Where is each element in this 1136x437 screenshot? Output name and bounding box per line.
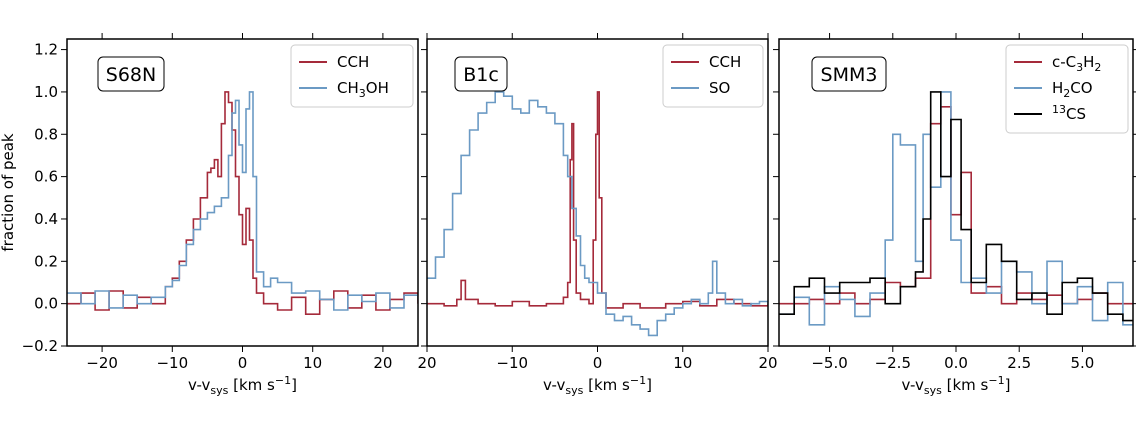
x-tick: 20 [373, 33, 392, 372]
y-tick-label: 0.4 [34, 210, 58, 228]
panel-label: B1c [463, 64, 499, 86]
x-axis-label: v-vsys [km s−1] [543, 374, 652, 397]
legend-label: c-C3H2 [1052, 53, 1101, 74]
legend-label: SO [709, 79, 730, 97]
x-tick-label: 10 [673, 354, 692, 372]
x-tick: −20 [86, 33, 118, 372]
legend-frame [662, 44, 764, 108]
y-tick: 0.4 [34, 210, 67, 228]
y-tick: 1.0 [34, 83, 67, 101]
legend-label: H2CO [1052, 79, 1093, 100]
x-tick-label: 0.0 [944, 354, 968, 372]
legend: CCH SO [662, 44, 764, 108]
y-axis-label: fraction of peak [0, 133, 17, 252]
legend-frame [1005, 44, 1129, 134]
y-tick: 1.2 [34, 41, 67, 59]
y-tick: 0.0 [34, 295, 67, 313]
series-line-cch [67, 91, 418, 315]
y-tick-label: 0.8 [34, 125, 58, 143]
x-tick: 0 [593, 33, 603, 372]
y-tick: −0.2 [22, 337, 67, 355]
x-tick-label: 0 [238, 354, 248, 372]
series-line-13cs [779, 91, 1133, 322]
panel-label: S68N [106, 64, 156, 86]
x-tick: −5.0 [811, 33, 848, 372]
series-line-h2co [779, 91, 1133, 326]
x-tick: 20 [758, 33, 778, 372]
x-tick: −2.5 [875, 33, 911, 372]
y-tick-label: 0.2 [34, 252, 58, 270]
panel-label-box [811, 56, 887, 92]
legend: CCH CH3OH [290, 44, 414, 108]
x-tick-label: −2.5 [875, 354, 911, 372]
x-tick: 0.0 [944, 33, 968, 372]
y-tick-label: 1.0 [34, 83, 58, 101]
series-line-so [427, 91, 768, 337]
panel-smm3: −5.0 −2.5 0.0 2.5 5.0 v-vsys [km s−1] SMM3 c-C3… [773, 33, 1136, 397]
x-tick-label: −10 [496, 354, 528, 372]
series-line-c-c3h2 [779, 106, 1133, 305]
legend-label: CCH [337, 53, 369, 71]
panel-label-box [97, 56, 165, 92]
x-tick-label: 20 [758, 354, 777, 372]
legend-label: 13CS [1052, 103, 1086, 123]
y-tick: 0.6 [34, 168, 67, 186]
x-tick: 10 [673, 33, 692, 372]
x-tick: −10 [156, 33, 188, 372]
y-tick-label: 0.0 [34, 295, 58, 313]
series-line-ch3oh [67, 91, 418, 311]
legend-label: CH3OH [337, 79, 389, 100]
y-tick-label: 0.6 [34, 168, 58, 186]
x-tick: 20 [417, 33, 437, 372]
x-tick: 5.0 [1070, 33, 1094, 372]
y-tick-label: −0.2 [22, 337, 58, 355]
panel-label: SMM3 [821, 64, 878, 86]
x-axis-label: v-vsys [km s−1] [902, 374, 1011, 397]
x-tick: 2.5 [1007, 33, 1031, 372]
legend-label: CCH [709, 53, 741, 71]
x-tick-label: −20 [86, 354, 118, 372]
panel-b1c: 20 −10 0 10 20 v-vsys [km s−1] B1c CCH SO [417, 33, 778, 397]
x-tick-label: 0 [593, 354, 603, 372]
legend: c-C3H2 H2CO 13CS [1005, 44, 1129, 134]
panel-label-box [454, 56, 508, 92]
x-tick: 10 [303, 33, 322, 372]
panel-s68n: −20 −10 0 10 20 −0.2 0.0 0.2 0.4 0.6 0.8 1.0 1.2 v-vs… [0, 33, 419, 397]
x-tick-label: 2.5 [1007, 354, 1031, 372]
x-tick: −10 [496, 33, 528, 372]
x-tick-label: −5.0 [811, 354, 847, 372]
x-tick-label: 20 [373, 354, 392, 372]
y-tick-label: 1.2 [34, 41, 58, 59]
y-tick: 0.2 [34, 252, 67, 270]
series-group [67, 91, 418, 315]
x-tick-label: 5.0 [1070, 354, 1094, 372]
legend-frame [290, 44, 414, 108]
y-tick: 0.8 [34, 125, 67, 143]
x-tick-label: 10 [303, 354, 322, 372]
series-group [427, 91, 768, 337]
series-group [779, 91, 1133, 326]
x-tick: 0 [238, 33, 248, 372]
x-tick-label: 20 [417, 354, 436, 372]
x-axis-label: v-vsys [km s−1] [188, 374, 297, 397]
x-tick-label: −10 [156, 354, 188, 372]
